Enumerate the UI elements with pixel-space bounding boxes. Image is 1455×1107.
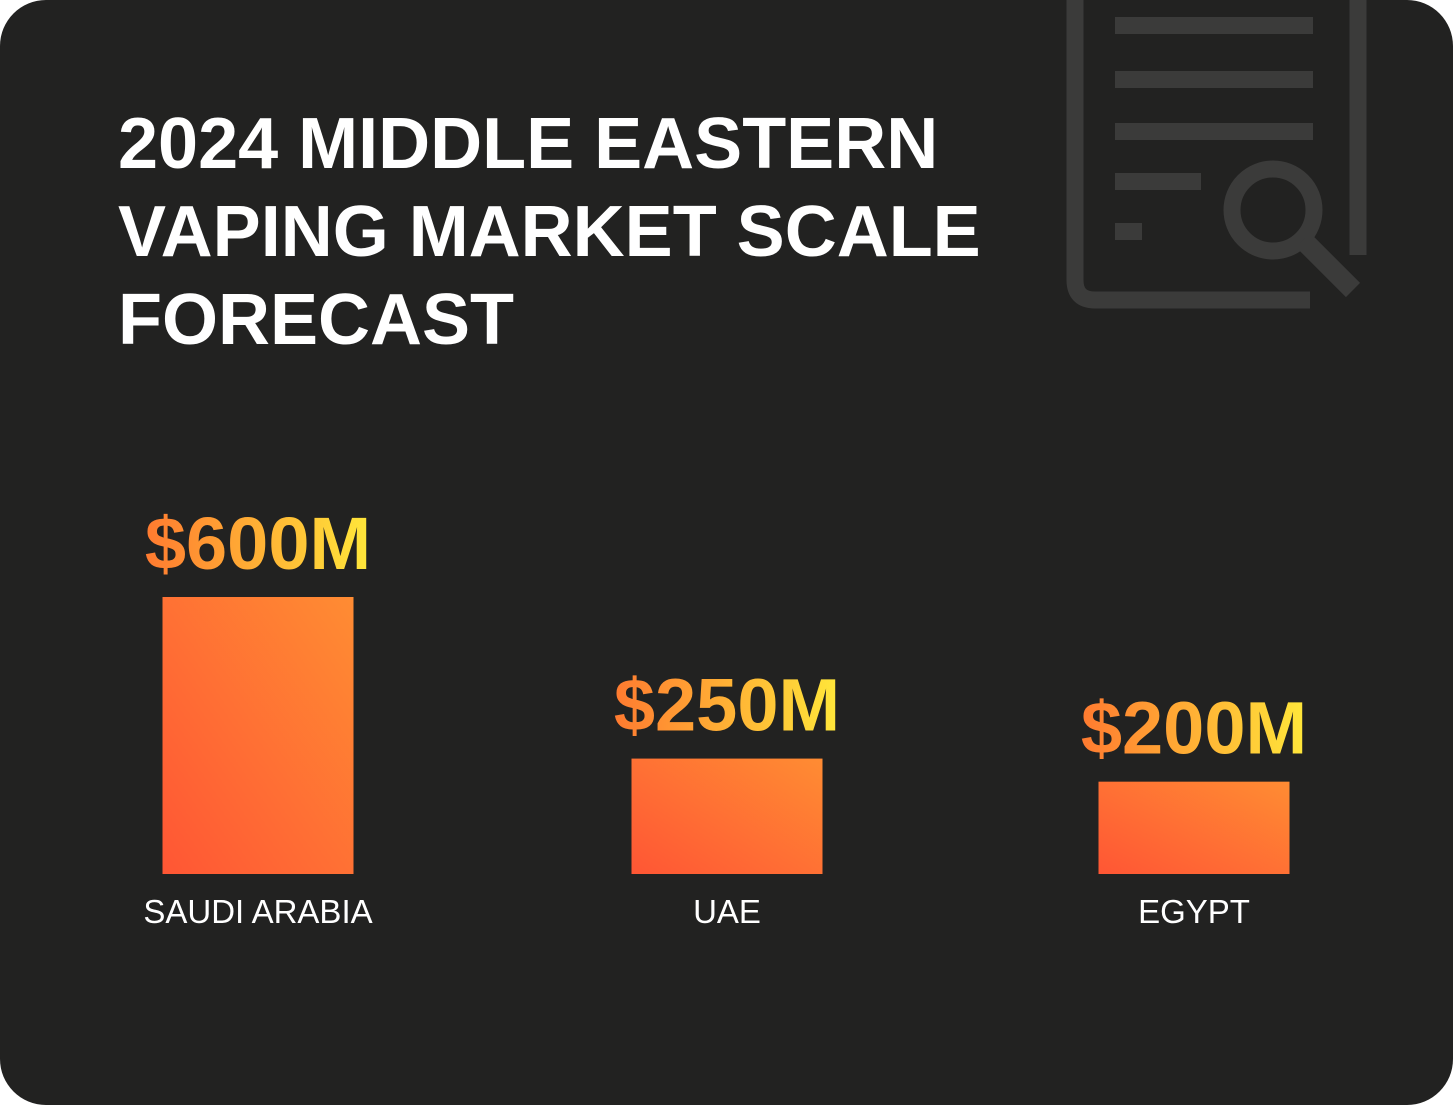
title-line-1: 2024 MIDDLE EASTERN xyxy=(118,104,939,184)
value-label-uae: $250M xyxy=(614,664,840,747)
bar-uae xyxy=(631,758,823,874)
category-label-egypt: EGYPT xyxy=(1138,893,1250,930)
chart-title: 2024 MIDDLE EASTERN VAPING MARKET SCALE … xyxy=(118,100,981,364)
document-search-icon xyxy=(1066,0,1367,309)
title-line-2: VAPING MARKET SCALE xyxy=(118,192,981,272)
bar-saudi-arabia xyxy=(162,597,354,874)
value-label-saudi-arabia: $600M xyxy=(145,502,371,585)
title-line-3: FORECAST xyxy=(118,280,514,360)
value-label-egypt: $200M xyxy=(1081,687,1307,770)
category-label-saudi-arabia: SAUDI ARABIA xyxy=(143,893,372,930)
category-label-uae: UAE xyxy=(693,893,761,930)
bar-egypt xyxy=(1098,781,1290,874)
